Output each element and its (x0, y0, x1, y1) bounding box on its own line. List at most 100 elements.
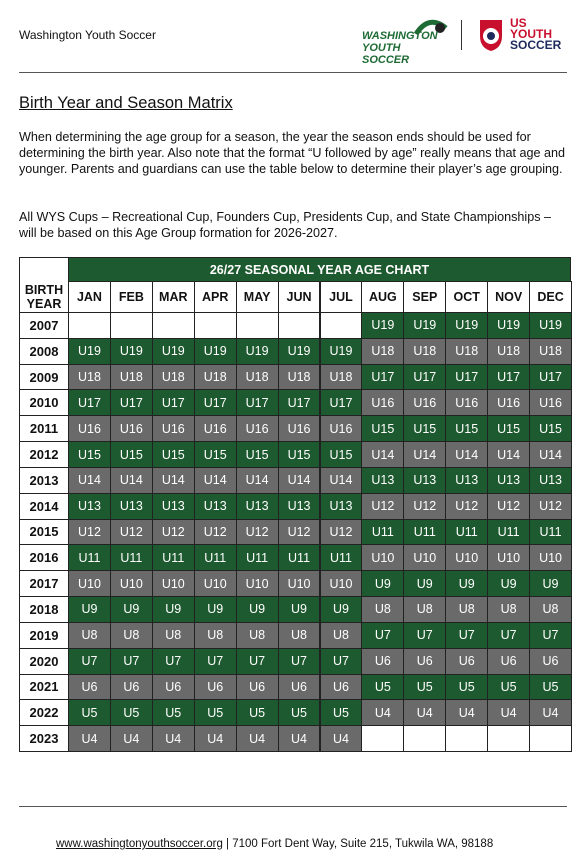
birth-year: 2010 (19, 389, 69, 417)
age-cell: U4 (277, 725, 321, 752)
age-cell: U17 (193, 389, 237, 417)
age-cell: U13 (68, 492, 111, 520)
age-cell: U11 (403, 518, 447, 546)
age-cell: U16 (193, 415, 237, 443)
age-cell: U18 (529, 337, 572, 365)
age-cell: U14 (68, 466, 111, 494)
age-cell: U16 (361, 389, 405, 417)
age-cell: U15 (193, 441, 237, 468)
birth-year: 2011 (19, 415, 69, 443)
age-cell: U4 (319, 725, 363, 752)
birth-year: 2022 (19, 699, 69, 727)
logo-text: SOCCER (510, 38, 562, 52)
age-cell: U16 (235, 415, 279, 443)
age-cell: U14 (319, 466, 363, 494)
age-cell: U19 (403, 312, 447, 339)
age-cell: U11 (529, 518, 572, 546)
age-cell: U17 (445, 363, 489, 391)
age-cell: U12 (445, 492, 489, 520)
age-cell: U5 (529, 673, 572, 701)
age-cell (403, 725, 447, 752)
footer-address: | 7100 Fort Dent Way, Suite 215, Tukwila… (222, 838, 494, 850)
age-cell: U15 (403, 415, 447, 443)
age-cell: U17 (235, 389, 279, 417)
logo-text: YOUTH SOCCER (362, 42, 410, 66)
age-cell: U14 (487, 441, 531, 468)
age-cell (68, 312, 111, 339)
age-cell: U9 (319, 596, 363, 623)
age-cell: U13 (403, 466, 447, 494)
birth-year: 2013 (19, 466, 69, 494)
age-cell: U11 (319, 544, 363, 572)
age-cell: U13 (193, 492, 237, 520)
age-cell: U6 (403, 647, 447, 675)
age-cell: U7 (361, 621, 405, 649)
age-cell: U19 (109, 337, 153, 365)
age-cell: U12 (109, 518, 153, 546)
month-header: MAY (235, 281, 279, 313)
age-cell: U19 (529, 312, 572, 339)
logo-text: YOUTH (510, 27, 552, 41)
age-cell: U12 (361, 492, 405, 520)
age-cell: U9 (445, 570, 489, 598)
logo-shield (480, 20, 502, 51)
age-cell: U7 (151, 647, 195, 675)
age-cell: U13 (529, 466, 572, 494)
age-cell: U6 (529, 647, 572, 675)
month-header: AUG (361, 281, 405, 313)
age-cell: U9 (361, 570, 405, 598)
age-cell: U14 (277, 466, 321, 494)
age-cell: U18 (68, 363, 111, 391)
age-cell: U10 (109, 570, 153, 598)
age-cell: U8 (68, 621, 111, 649)
age-cell: U12 (487, 492, 531, 520)
age-cell: U19 (151, 337, 195, 365)
age-cell: U10 (277, 570, 321, 598)
age-cell: U9 (529, 570, 572, 598)
age-cell: U16 (109, 415, 153, 443)
age-cell: U10 (361, 544, 405, 572)
age-cell: U11 (151, 544, 195, 572)
age-cell: U10 (68, 570, 111, 598)
age-cell: U16 (403, 389, 447, 417)
age-cell: U6 (319, 673, 363, 701)
age-cell: U9 (277, 596, 321, 623)
age-cell: U7 (235, 647, 279, 675)
rule (19, 72, 567, 73)
age-cell: U17 (277, 389, 321, 417)
age-cell: U11 (193, 544, 237, 572)
age-cell: U15 (445, 415, 489, 443)
age-cell: U9 (403, 570, 447, 598)
title: Birth Year and Season Matrix (19, 94, 233, 112)
age-cell: U10 (529, 544, 572, 572)
age-cell: U14 (361, 441, 405, 468)
age-cell: U7 (319, 647, 363, 675)
month-header: DEC (529, 281, 572, 313)
wys-logo: WASHINGTON YOUTH SOCCER (362, 18, 450, 66)
logo-swoosh (414, 19, 448, 36)
age-cell (235, 312, 279, 339)
footer-link[interactable]: www.washingtonyouthsoccer.org (56, 838, 223, 850)
age-cell: U4 (68, 725, 111, 752)
age-cell: U8 (235, 621, 279, 649)
paragraph: When determining the age group for a sea… (19, 130, 566, 176)
birth-year: 2020 (19, 647, 69, 675)
age-cell: U11 (445, 518, 489, 546)
age-cell: U18 (151, 363, 195, 391)
age-cell: U17 (319, 389, 363, 417)
age-cell: U8 (151, 621, 195, 649)
age-cell: U8 (487, 596, 531, 623)
age-cell: U18 (487, 337, 531, 365)
age-cell: U18 (235, 363, 279, 391)
age-cell: U13 (235, 492, 279, 520)
rule (19, 806, 567, 807)
age-cell: U11 (68, 544, 111, 572)
age-cell: U19 (487, 312, 531, 339)
age-cell: U6 (109, 673, 153, 701)
usys-logo: US YOUTH SOCCER (478, 16, 570, 54)
age-cell: U17 (529, 363, 572, 391)
age-cell: U5 (109, 699, 153, 727)
age-cell: U5 (151, 699, 195, 727)
age-cell (361, 725, 405, 752)
age-cell: U16 (319, 415, 363, 443)
